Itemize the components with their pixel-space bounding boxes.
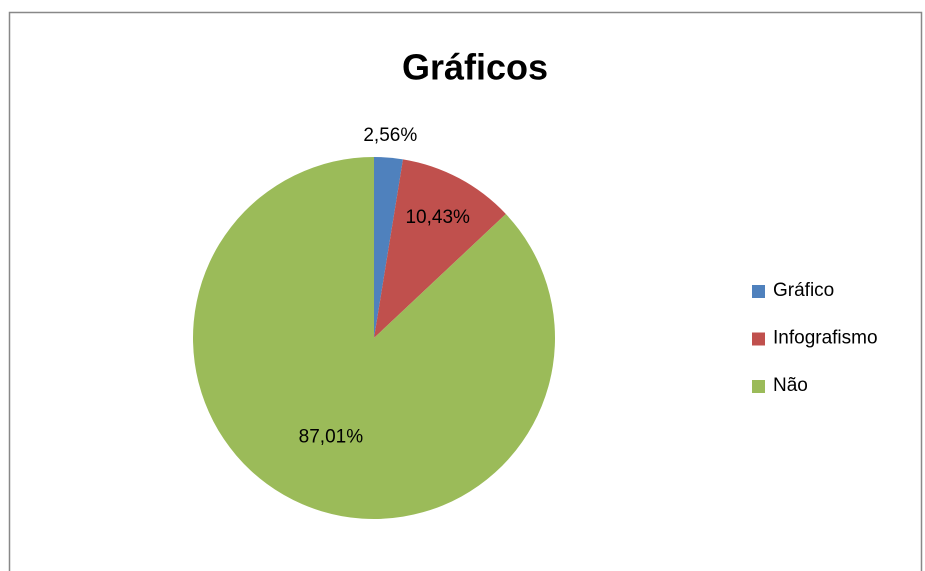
pie-slice [374,157,403,338]
legend-label: Gráfico [773,280,834,301]
legend-swatch [752,285,765,298]
pie-slice [374,159,506,338]
data-label: 87,01% [299,427,364,448]
data-label: 10,43% [405,207,470,228]
chart-title: Gráficos [402,47,548,88]
legend-label: Infografismo [773,328,878,349]
pie-slice [193,157,556,519]
legend-label: Não [773,375,808,396]
legend-swatch [752,380,765,393]
chart-border [8,11,923,571]
legend-swatch [752,332,765,346]
data-label: 2,56% [363,125,417,146]
